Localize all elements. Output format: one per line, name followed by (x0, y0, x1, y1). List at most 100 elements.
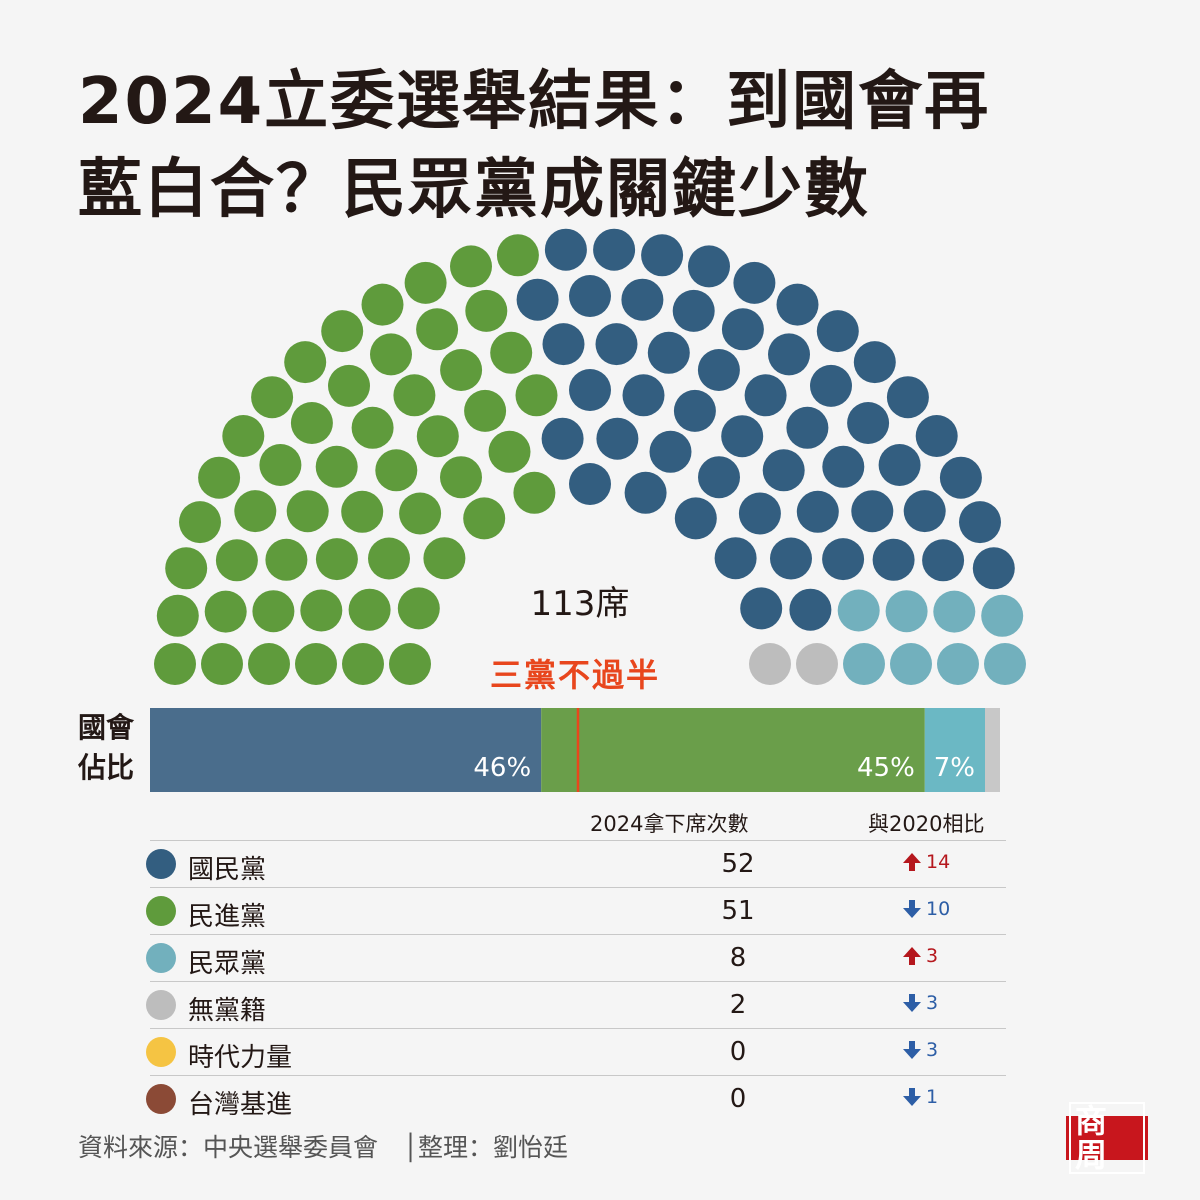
seat-dot (284, 341, 327, 384)
footer-source: 資料來源：中央選舉委員會 │整理：劉怡廷 (78, 1133, 569, 1162)
seat-dot (165, 547, 208, 590)
seat-dot (463, 497, 506, 540)
seat-dot (674, 497, 717, 540)
change-value: 3 (926, 992, 939, 1014)
party-seats: 8 (729, 943, 747, 973)
table-header: 2024拿下席次數 與2020相比 (150, 800, 1006, 840)
seat-dot (399, 492, 442, 535)
seat-dot (465, 289, 508, 332)
title-line-2: 藍白合？民眾黨成關鍵少數 (78, 153, 870, 227)
seat-dot (593, 228, 636, 271)
seat-dot (569, 369, 611, 411)
seat-dot (516, 278, 559, 321)
seat-dot (156, 594, 199, 637)
party-color-dot (146, 1037, 176, 1067)
table-rows: 國民黨 52 14 民進黨 51 10 民眾黨 8 3 無黨籍 2 3 時代力量 0 3 台灣基進 0 1 (146, 840, 1006, 1122)
party-name: 台灣基進 (188, 1090, 293, 1120)
seat-dot (513, 471, 556, 514)
seat-dot (248, 643, 290, 685)
seat-dot (315, 445, 358, 488)
seat-dot (770, 537, 812, 580)
parliament-hemicycle (154, 228, 1026, 685)
seat-dot (569, 275, 611, 317)
change-value: 10 (926, 898, 951, 920)
seat-dot (922, 539, 965, 582)
seat-dot (450, 245, 492, 288)
table-row: 時代力量 0 3 (146, 1028, 1006, 1075)
seat-dot (198, 456, 241, 499)
party-name: 時代力量 (188, 1043, 293, 1073)
seat-dot (915, 415, 958, 457)
seat-dot (721, 308, 764, 351)
seat-dot (423, 537, 466, 580)
seat-dot (796, 490, 839, 533)
seat-dot (361, 283, 404, 326)
seat-dot (878, 444, 921, 486)
seat-dot (251, 376, 294, 419)
seat-dot (416, 415, 459, 458)
seat-dot (295, 643, 337, 685)
arrow-down-icon (903, 1088, 921, 1106)
seat-dot (351, 406, 394, 449)
seat-dot (903, 490, 946, 533)
arrow-up-icon (903, 947, 921, 965)
seat-dot (315, 538, 358, 581)
seat-dot (341, 490, 384, 533)
seat-dot (348, 588, 391, 631)
seat-dot (541, 417, 584, 460)
seat-dot (259, 444, 302, 486)
seat-dot (416, 308, 459, 351)
seat-dot (688, 245, 730, 288)
seat-dot (673, 389, 716, 432)
seat-dot (375, 449, 418, 492)
seat-dot (496, 234, 539, 277)
party-name: 民進黨 (188, 902, 267, 932)
seat-dot (733, 261, 776, 304)
seat-dot (981, 594, 1024, 637)
seat-dot (204, 590, 247, 633)
seat-dot (843, 643, 885, 685)
seat-dot (621, 278, 664, 321)
seat-dot (796, 643, 838, 685)
table-row: 民眾黨 8 3 (146, 934, 1006, 981)
seat-dot (464, 389, 507, 432)
seat-dot (440, 456, 482, 499)
change-value: 14 (926, 851, 951, 873)
seat-dot (749, 643, 791, 685)
party-color-dot (146, 990, 176, 1020)
party-seats: 52 (721, 849, 755, 879)
party-change: 3 (902, 992, 938, 1014)
seat-dot (740, 587, 783, 630)
seat-dot (201, 643, 243, 685)
total-seats-label: 113席 (530, 584, 630, 624)
seat-dot (215, 539, 258, 582)
seat-dot (393, 374, 436, 417)
seat-dot (222, 415, 265, 457)
party-seats: 51 (721, 896, 755, 926)
seat-dot (328, 364, 370, 407)
change-value: 3 (926, 945, 939, 967)
publisher-logo-text: 商周 (1069, 1102, 1145, 1174)
seat-dot (397, 587, 440, 630)
arrow-up-icon (903, 853, 921, 871)
share-segment (985, 708, 1000, 792)
seat-dot (886, 376, 929, 419)
seat-dot (647, 331, 690, 374)
seat-dot (714, 537, 757, 580)
table-row: 國民黨 52 14 (146, 840, 1006, 887)
seat-dot (776, 283, 819, 326)
change-value: 1 (926, 1086, 939, 1108)
seat-dot (786, 406, 829, 449)
change-value: 3 (926, 1039, 939, 1061)
seat-dot (596, 417, 639, 460)
seat-dot (370, 333, 412, 376)
table-row: 無黨籍 2 3 (146, 981, 1006, 1028)
seat-dot (959, 501, 1001, 544)
seat-dot (890, 643, 932, 685)
seat-dot (984, 643, 1026, 685)
share-segment (541, 708, 925, 792)
party-change: 10 (902, 898, 950, 920)
seat-dot (872, 538, 915, 581)
chart-title: 2024立委選舉結果：到國會再 藍白合？民眾黨成關鍵少數 (78, 58, 1138, 234)
seat-dot (937, 643, 979, 685)
